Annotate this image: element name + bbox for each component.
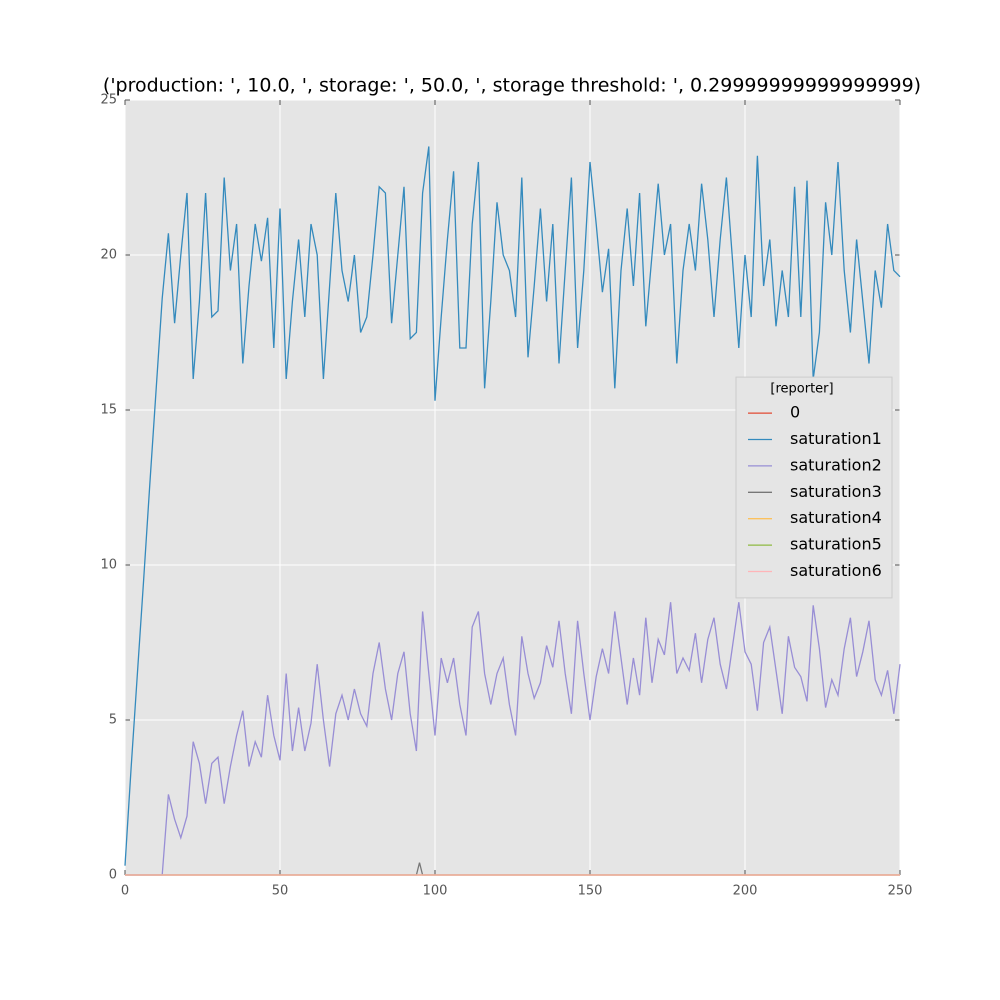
y-tick-label: 5 [109,713,117,728]
series-line [125,602,901,876]
y-tick-label: 10 [100,558,117,573]
y-tick-label: 15 [100,403,117,418]
x-tick-label: 200 [733,884,758,899]
legend-label: saturation2 [790,455,882,474]
series-line [124,146,901,866]
chart-title: ('production: ', 10.0, ', storage: ', 50… [103,75,921,97]
legend-label: 0 [790,403,800,422]
x-tick-label: 100 [423,884,448,899]
legend-label: saturation5 [790,535,882,554]
legend-label: saturation6 [790,561,882,580]
x-tick-label: 250 [888,884,913,899]
x-tick-label: 50 [272,884,289,899]
legend-label: saturation1 [790,429,882,448]
y-tick-label: 25 [100,93,117,108]
y-tick-label: 20 [100,248,117,263]
x-tick-label: 0 [121,884,129,899]
y-tick-label: 0 [109,868,117,883]
x-tick-label: 150 [578,884,603,899]
legend-box [735,376,893,599]
legend-label: saturation3 [790,482,882,501]
legend-title: [reporter] [770,382,833,397]
legend-label: saturation4 [790,508,882,527]
